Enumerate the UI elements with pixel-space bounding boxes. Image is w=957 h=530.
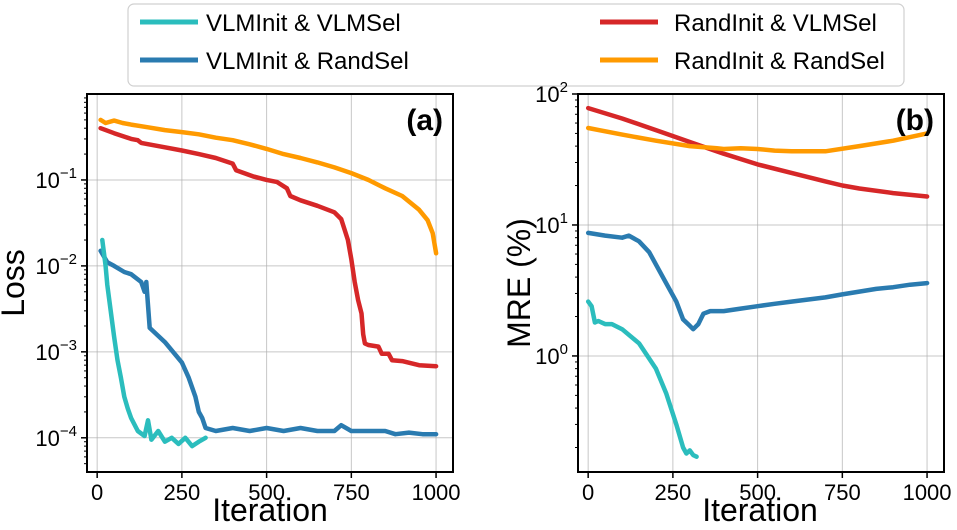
panel-a-ytick-label-−3: 10−3 — [35, 337, 77, 365]
panel-a-x-axis-title: Iteration — [212, 492, 328, 528]
panel-b-label: (b) — [896, 104, 934, 137]
panel-a-xtick-label-0: 0 — [91, 480, 103, 505]
panel-b-xtick-label-1000: 1000 — [903, 480, 952, 505]
panel-b-xtick-label-500: 500 — [739, 480, 776, 505]
panel-b-ytick-label-1: 101 — [535, 210, 568, 238]
panel-b-ytick-label-2: 102 — [535, 79, 568, 107]
panel-a-ytick-label-−4: 10−4 — [35, 423, 77, 451]
panel-a-series-vlminit-randsel — [98, 248, 439, 437]
panel-b-series-randinit-vlmsel — [585, 105, 930, 199]
panel-a-loss-chart: 0 250 500 750 1000 10−1 10−2 10−3 10−4 (a) Iter… — [0, 93, 461, 528]
panel-b-mre-chart: 0 250 500 750 1000 102 101 100 (b) Iteration M… — [501, 79, 952, 528]
panel-b-xtick-label-250: 250 — [655, 480, 692, 505]
panel-a-series-randinit-randsel — [98, 117, 439, 256]
panel-a-series-randinit-vlmsel — [98, 125, 439, 369]
legend-label-vlminit-vlmsel: VLMInit & VLMSel — [206, 10, 401, 37]
legend: VLMInit & VLMSel VLMInit & RandSel RandI… — [127, 3, 905, 87]
panel-b-frame — [577, 93, 945, 473]
panel-a-xtick-label-1000: 1000 — [412, 480, 461, 505]
panel-a-frame — [86, 93, 454, 473]
legend-frame — [127, 3, 905, 87]
legend-label-randinit-randsel: RandInit & RandSel — [674, 48, 885, 75]
panel-b-series-vlminit-randsel — [585, 230, 930, 332]
panel-a-series-vlminit-vlmsel — [100, 237, 208, 449]
panel-b-ytick-label-0: 100 — [535, 341, 568, 369]
panel-b-series-vlminit-vlmsel — [585, 299, 699, 459]
panel-b-series-randinit-randsel — [585, 125, 930, 154]
panel-a-ytick-label-−1: 10−1 — [35, 165, 77, 193]
panel-b-y-axis-title: MRE (%) — [501, 218, 537, 348]
panel-a-y-ticks: 10−1 10−2 10−3 10−4 — [35, 97, 87, 465]
panel-b-series — [585, 105, 930, 459]
legend-label-vlminit-randsel: VLMInit & RandSel — [206, 48, 409, 75]
panel-a-xtick-label-500: 500 — [248, 480, 285, 505]
panel-b-x-axis-title: Iteration — [702, 492, 818, 528]
panel-a-label: (a) — [406, 104, 443, 137]
panel-b-xtick-label-750: 750 — [824, 480, 861, 505]
legend-label-randinit-vlmsel: RandInit & VLMSel — [674, 10, 877, 37]
panel-a-ytick-label-−2: 10−2 — [35, 251, 77, 279]
panel-a-x-ticks: 0 250 500 750 1000 — [91, 472, 461, 505]
panel-b-y-ticks: 102 101 100 — [535, 79, 578, 448]
panel-a-series — [98, 117, 439, 449]
panel-a-xtick-label-750: 750 — [333, 480, 370, 505]
panel-b-x-ticks: 0 250 500 750 1000 — [582, 472, 952, 505]
panel-b-xtick-label-0: 0 — [582, 480, 594, 505]
panel-a-y-axis-title: Loss — [0, 249, 31, 317]
panel-a-xtick-label-250: 250 — [164, 480, 201, 505]
